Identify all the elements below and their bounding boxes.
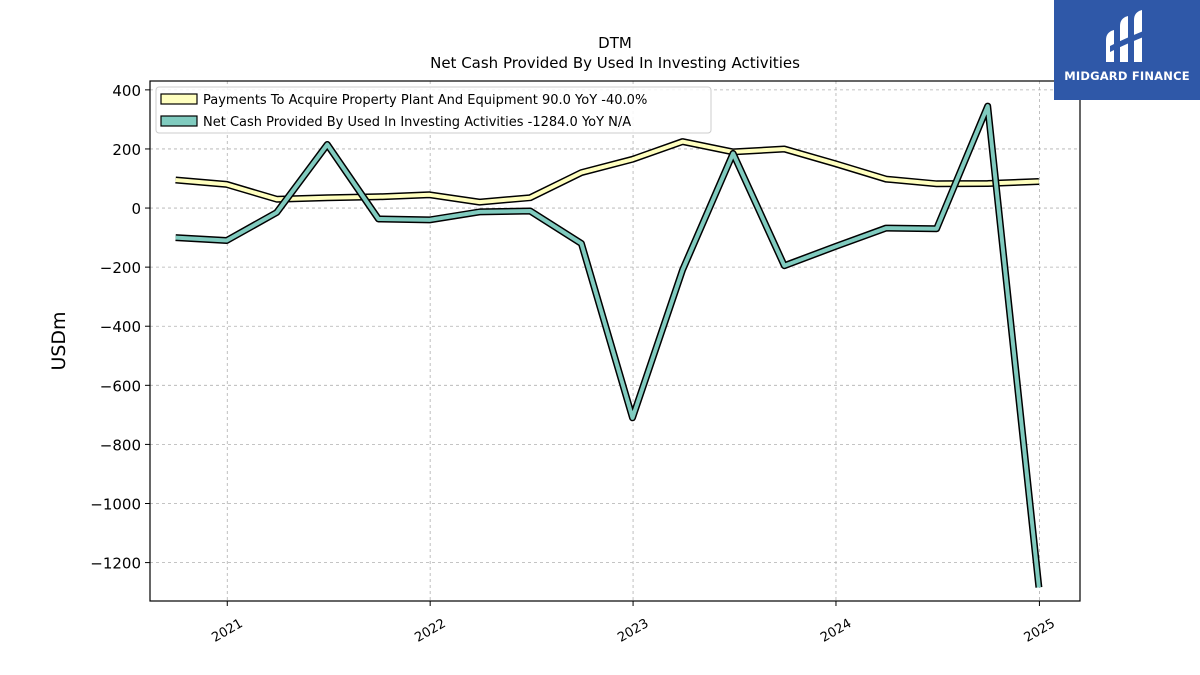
legend-label-capex: Payments To Acquire Property Plant And E… [203, 93, 647, 108]
y-tick-label: −1000 [90, 496, 141, 514]
series-line-capex [175, 138, 1040, 206]
y-axis-label: USDm [48, 311, 70, 370]
y-tick-label: −400 [100, 318, 141, 336]
y-tick-label: 200 [112, 141, 141, 159]
x-tick-label: 2022 [412, 616, 448, 646]
logo-text: MIDGARD FINANCE [1064, 69, 1190, 83]
y-tick-label: 400 [112, 82, 141, 100]
legend-label-investing: Net Cash Provided By Used In Investing A… [203, 115, 631, 130]
midgard-finance-logo: MIDGARD FINANCE [1054, 0, 1200, 100]
x-axis: 2021 2022 2023 2024 2025 [209, 601, 1058, 646]
grid-lines [150, 81, 1080, 601]
series-line-investing [175, 102, 1043, 588]
legend-swatch-capex [160, 93, 198, 105]
series-fill-line [175, 104, 1041, 588]
series-fill-line [175, 139, 1039, 205]
legend: Payments To Acquire Property Plant And E… [155, 86, 712, 134]
chart-subtitle: Net Cash Provided By Used In Investing A… [430, 54, 800, 72]
legend-box [155, 86, 712, 134]
plot-frame [149, 80, 1081, 602]
y-tick-label: −600 [100, 377, 141, 395]
x-tick-label: 2024 [818, 616, 854, 646]
x-tick-label: 2025 [1022, 616, 1058, 646]
y-tick-label: −1200 [90, 555, 141, 573]
y-axis: 400 200 0 −200 −400 −600 −800 −1000 −1200 [90, 82, 150, 573]
y-tick-label: −800 [100, 436, 141, 454]
y-tick-label: −200 [100, 259, 141, 277]
x-tick-label: 2021 [209, 616, 245, 646]
x-tick-label: 2023 [615, 616, 651, 646]
chart-title: DTM [598, 34, 632, 52]
midgard-logo-mark-icon [1106, 10, 1146, 62]
legend-swatch-investing [160, 115, 198, 127]
series-layer [175, 102, 1043, 588]
y-tick-label: 0 [131, 200, 141, 218]
